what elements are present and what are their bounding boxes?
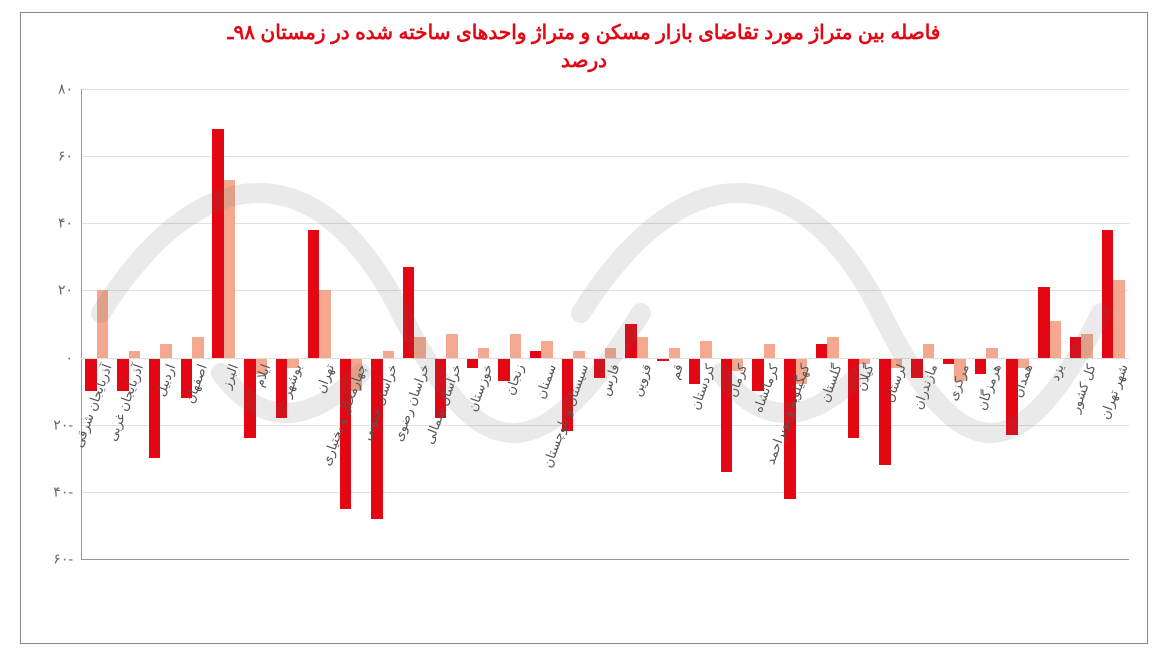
y-tick-label: ۰ [33, 349, 73, 366]
gridline [81, 156, 1129, 157]
y-axis [81, 89, 82, 559]
bar [975, 358, 986, 375]
bar [383, 351, 394, 358]
category-label: قزوین [629, 362, 655, 399]
gridline [81, 492, 1129, 493]
bar [467, 358, 478, 368]
bar [149, 358, 160, 459]
category-label: البرز [219, 362, 243, 391]
y-tick-label: ۶۰ [33, 148, 73, 165]
bar [414, 337, 425, 357]
gridline [81, 223, 1129, 224]
bar [403, 267, 414, 358]
bar [848, 358, 859, 439]
bar [1050, 321, 1061, 358]
gridline [81, 425, 1129, 426]
plot-area: ۸۰۶۰۴۰۲۰۰۲۰-۴۰-۶۰-آذربایجان شرقیآذربایجا… [81, 89, 1129, 559]
bar [1038, 287, 1049, 358]
bar [510, 334, 521, 358]
bar [923, 344, 934, 357]
y-tick-label: ۲۰ [33, 282, 73, 299]
bar [1070, 337, 1081, 357]
bar [605, 348, 616, 358]
bar [319, 290, 330, 357]
bar [573, 351, 584, 358]
y-tick-label: ۶۰- [33, 551, 73, 568]
gridline [81, 290, 1129, 291]
bar [1081, 334, 1092, 358]
bar [478, 348, 489, 358]
chart-title-line2: درصد [561, 50, 607, 72]
bar [625, 324, 636, 358]
bar [530, 351, 541, 358]
category-label: شهر تهران [1097, 362, 1132, 422]
bar [129, 351, 140, 358]
gridline [81, 89, 1129, 90]
bar [224, 180, 235, 358]
bar [541, 341, 552, 358]
chart-title-line1: فاصله بین متراژ مورد تقاضای بازار مسکن و… [228, 22, 941, 44]
bar [986, 348, 997, 358]
bar [669, 348, 680, 358]
bar [1102, 230, 1113, 358]
category-label: گلستان [817, 362, 846, 405]
bar [212, 129, 223, 357]
y-tick-label: ۸۰ [33, 81, 73, 98]
bar [308, 230, 319, 358]
bar [764, 344, 775, 357]
bar [637, 337, 648, 357]
category-label: یزد [1047, 362, 1068, 383]
category-label: مرکزی [945, 362, 973, 403]
y-tick-label: ۲۰- [33, 416, 73, 433]
category-label: تهران [312, 362, 337, 396]
bar [97, 290, 108, 357]
y-tick-label: ۴۰- [33, 483, 73, 500]
zero-line [81, 358, 1129, 359]
bar [446, 334, 457, 358]
bar [244, 358, 255, 439]
y-tick-label: ۴۰ [33, 215, 73, 232]
x-axis [81, 559, 1129, 560]
category-label: قم [667, 362, 687, 381]
bar [160, 344, 171, 357]
category-label: کل کشور [1068, 362, 1100, 415]
bar [943, 358, 954, 365]
bar [827, 337, 838, 357]
bar [816, 344, 827, 357]
category-label: سمنان [533, 362, 560, 401]
bar [700, 341, 711, 358]
bar [1113, 280, 1124, 357]
bar [192, 337, 203, 357]
chart-frame: فاصله بین متراژ مورد تقاضای بازار مسکن و… [20, 12, 1148, 644]
chart-title: فاصله بین متراژ مورد تقاضای بازار مسکن و… [21, 19, 1147, 75]
category-label: خوزستان [465, 362, 497, 414]
